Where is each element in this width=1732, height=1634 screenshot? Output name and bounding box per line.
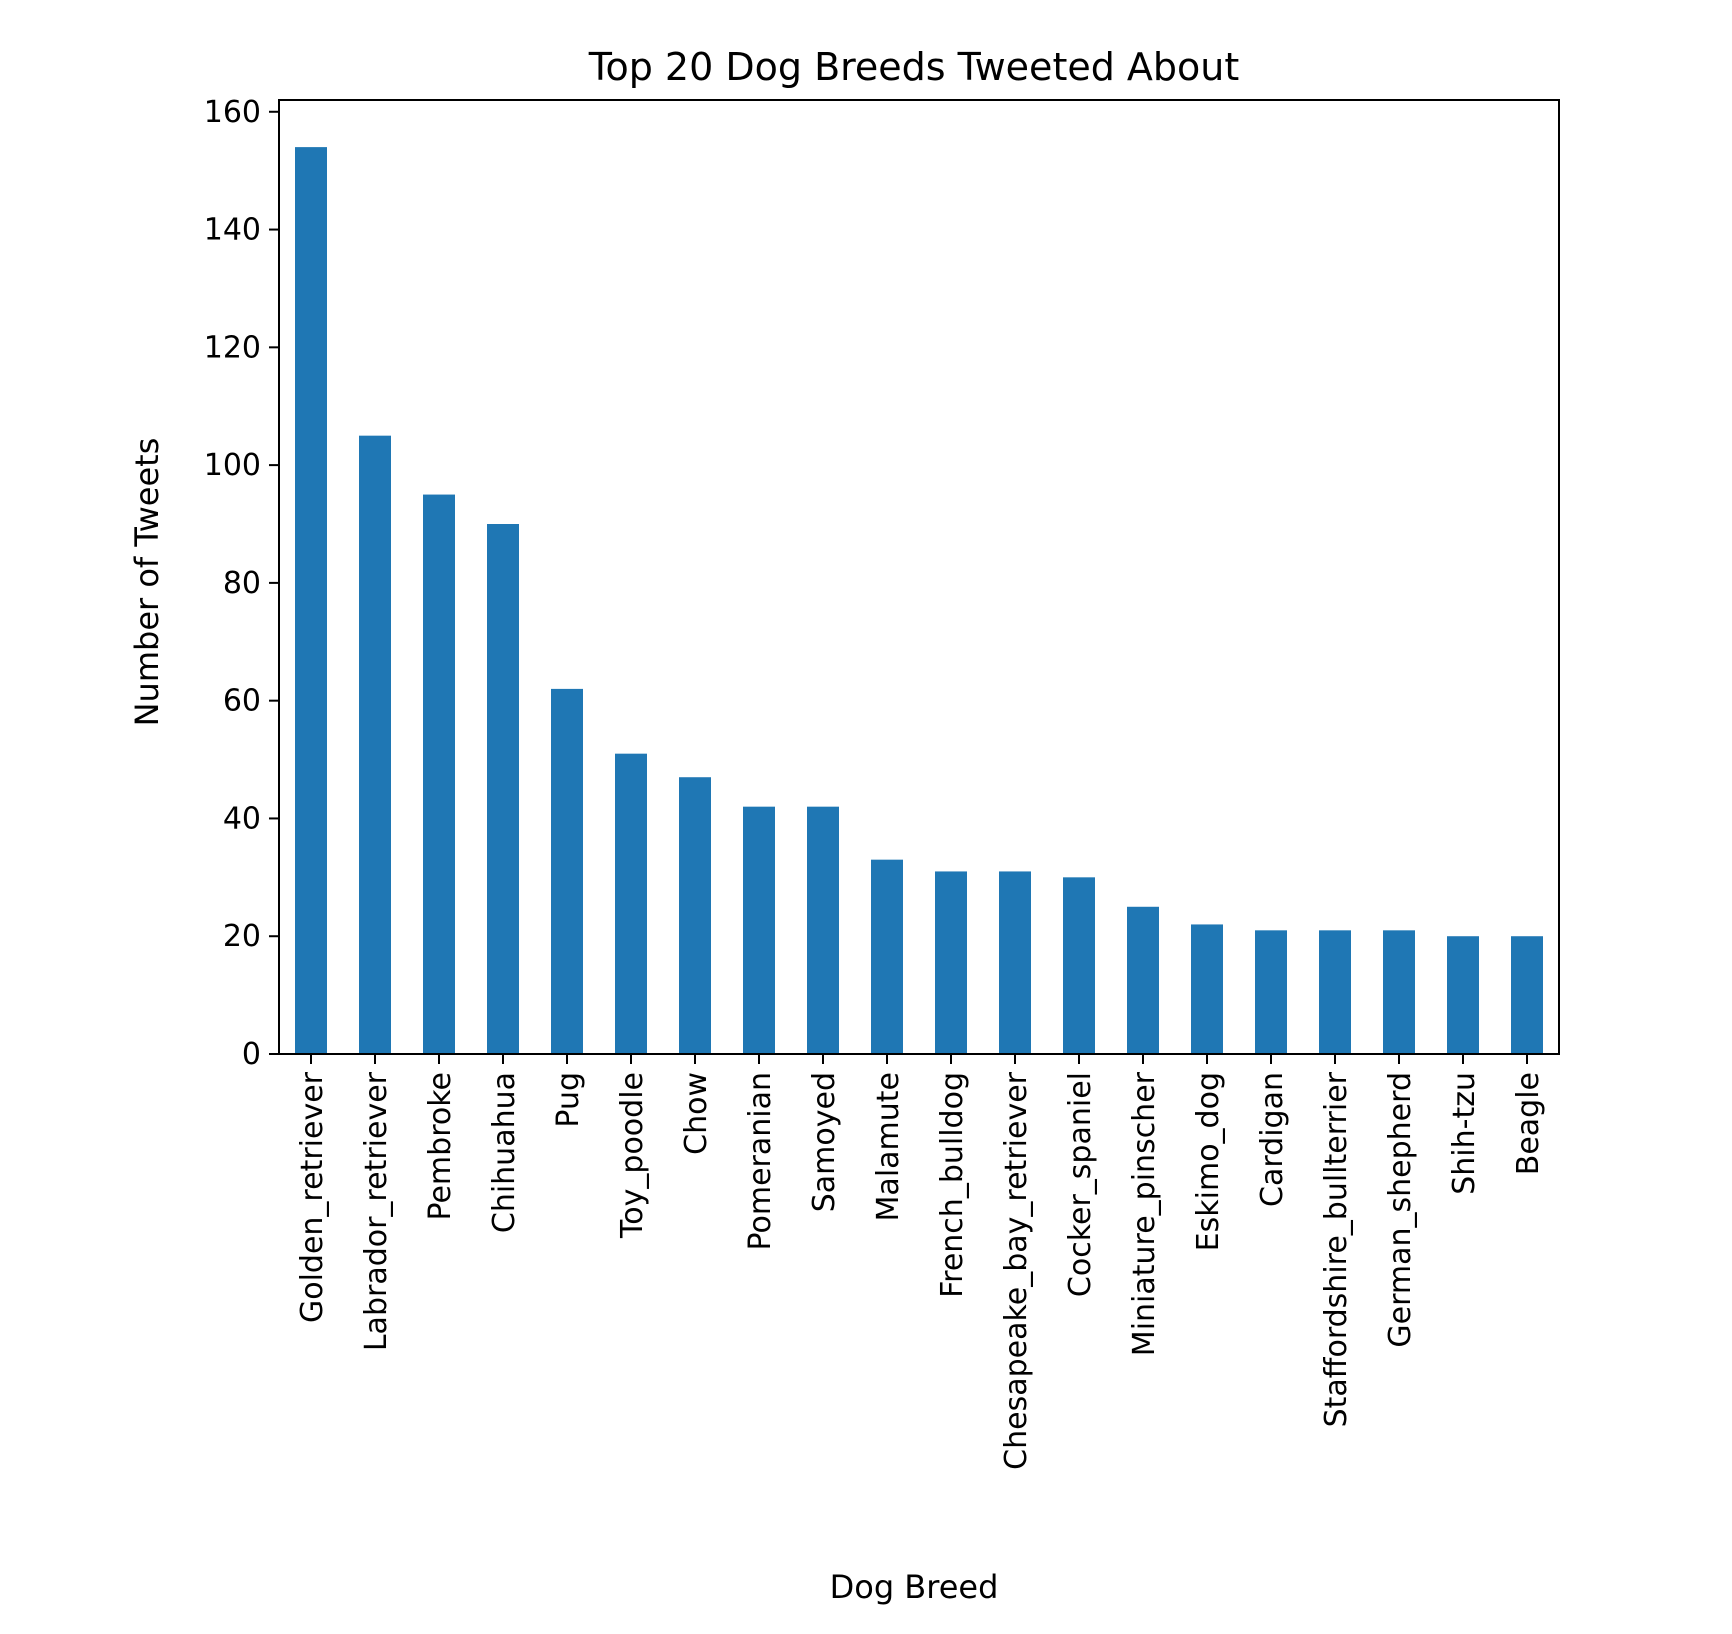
y-tick-label: 80 bbox=[223, 566, 261, 601]
y-tick-label: 40 bbox=[223, 801, 261, 836]
y-tick-label: 120 bbox=[204, 330, 261, 365]
chart-title: Top 20 Dog Breeds Tweeted About bbox=[588, 45, 1240, 89]
x-tick-label: Cocker_spaniel bbox=[1063, 1072, 1098, 1297]
x-tick-label: Cardigan bbox=[1255, 1072, 1290, 1207]
y-tick-label: 60 bbox=[223, 684, 261, 719]
x-tick-label: Samoyed bbox=[807, 1072, 842, 1212]
x-tick-label: Pug bbox=[551, 1072, 586, 1128]
x-tick-label: Golden_retriever bbox=[295, 1071, 330, 1323]
x-tick-label: Toy_poodle bbox=[615, 1072, 650, 1239]
bar-pembroke bbox=[423, 494, 455, 1054]
bar-pug bbox=[551, 688, 583, 1054]
bar-cardigan bbox=[1255, 930, 1287, 1054]
bar-miniature-pinscher bbox=[1127, 906, 1159, 1054]
x-tick-label: Pomeranian bbox=[743, 1072, 778, 1251]
bar-beagle bbox=[1511, 936, 1543, 1054]
bar-samoyed bbox=[807, 806, 839, 1054]
axes-frame bbox=[278, 99, 1560, 1055]
x-tick-label: Miniature_pinscher bbox=[1127, 1071, 1162, 1356]
x-tick-label: Beagle bbox=[1511, 1072, 1546, 1175]
bar-malamute bbox=[871, 859, 903, 1054]
y-tick-label: 140 bbox=[204, 213, 261, 248]
y-axis-label: Number of Tweets bbox=[128, 438, 166, 727]
bar-eskimo-dog bbox=[1191, 924, 1223, 1054]
x-tick-label: Shih-tzu bbox=[1447, 1072, 1482, 1195]
x-tick-label: Labrador_retriever bbox=[359, 1071, 394, 1351]
bar-pomeranian bbox=[743, 806, 775, 1054]
bar-staffordshire-bullterrier bbox=[1319, 930, 1351, 1054]
x-tick-label: Chow bbox=[679, 1072, 714, 1155]
y-tick-label: 0 bbox=[242, 1037, 261, 1072]
x-tick-label: Malamute bbox=[871, 1072, 906, 1221]
bar-chihuahua bbox=[487, 524, 519, 1054]
x-axis-label: Dog Breed bbox=[830, 1568, 999, 1606]
x-tick-label: Chihuahua bbox=[487, 1072, 522, 1233]
bar-german-shepherd bbox=[1383, 930, 1415, 1054]
y-tick-label: 160 bbox=[204, 95, 261, 130]
plot-area: 0 20 40 60 80 100 120 140 160 Golden_retriever Lab… bbox=[204, 95, 1560, 1470]
y-tick-label: 20 bbox=[223, 919, 261, 954]
x-tick-label: Chesapeake_bay_retriever bbox=[999, 1071, 1034, 1469]
bar-labrador-retriever bbox=[359, 435, 391, 1054]
bar-golden-retriever bbox=[295, 147, 327, 1055]
bar-cocker-spaniel bbox=[1063, 877, 1095, 1054]
y-tick-label: 100 bbox=[204, 448, 261, 483]
x-tick-label: German_shepherd bbox=[1383, 1072, 1418, 1348]
bar-french-bulldog bbox=[935, 871, 967, 1054]
bar-chesapeake-bay-retriever bbox=[999, 871, 1031, 1054]
x-tick-label: Eskimo_dog bbox=[1191, 1072, 1226, 1251]
bar-toy-poodle bbox=[615, 753, 647, 1054]
x-tick-label: Pembroke bbox=[423, 1072, 458, 1221]
x-tick-label: Staffordshire_bullterrier bbox=[1319, 1071, 1354, 1427]
bar-shih-tzu bbox=[1447, 936, 1479, 1054]
bar-chow bbox=[679, 777, 711, 1054]
x-tick-label: French_bulldog bbox=[935, 1072, 970, 1298]
